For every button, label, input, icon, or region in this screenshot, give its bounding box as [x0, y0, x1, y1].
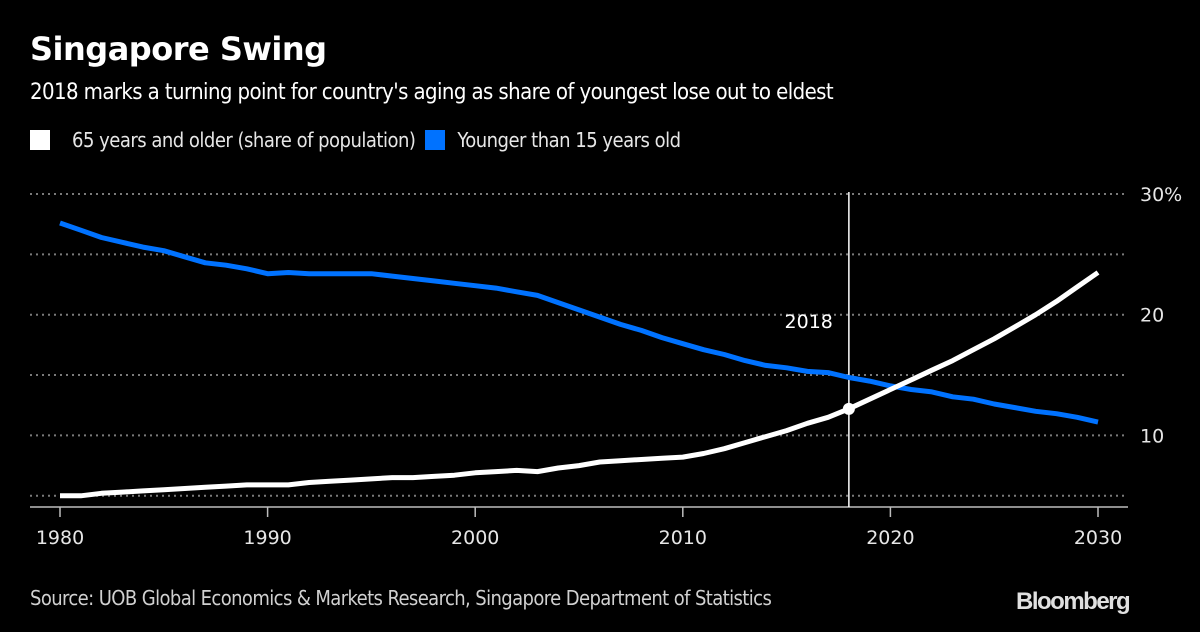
- source-note: Source: UOB Global Economics & Markets R…: [30, 586, 772, 610]
- chart-title: Singapore Swing: [30, 30, 327, 68]
- x-tick-label: 1980: [36, 527, 84, 549]
- legend-item-under-15: Younger than 15 years old: [425, 128, 681, 152]
- x-axis: 1980 1990 2000 2010 2020 2030: [30, 506, 1128, 549]
- gridlines: [30, 193, 1128, 497]
- series-line-under-15: [59, 220, 1099, 425]
- x-tick-label: 2020: [866, 527, 914, 549]
- legend-swatch-white: [30, 130, 50, 150]
- chart-subtitle: 2018 marks a turning point for country's…: [30, 80, 834, 105]
- x-tick-label: 2030: [1074, 527, 1122, 549]
- y-tick-label: 30%: [1140, 184, 1182, 206]
- x-tick-label: 1990: [243, 527, 291, 549]
- x-tick-label: 2000: [451, 527, 499, 549]
- x-tick-label: 2010: [659, 527, 707, 549]
- legend: 65 years and older (share of population)…: [30, 128, 691, 152]
- annotation-label-2018: 2018: [785, 311, 833, 333]
- legend-label: Younger than 15 years old: [457, 128, 681, 152]
- y-axis-labels: 10 20 30%: [1140, 184, 1182, 447]
- legend-label: 65 years and older (share of population): [72, 128, 416, 152]
- series-lines: [59, 220, 1100, 499]
- annotation: 2018: [785, 192, 850, 507]
- series-line-65-and-older: [60, 270, 1100, 499]
- marker-2018: [842, 402, 855, 415]
- legend-item-65-and-older: 65 years and older (share of population): [30, 128, 416, 152]
- bloomberg-logo: Bloomberg: [1016, 588, 1131, 615]
- markers: [842, 402, 855, 415]
- y-tick-label: 10: [1140, 425, 1164, 447]
- legend-swatch-blue: [425, 130, 446, 150]
- y-tick-label: 20: [1140, 305, 1164, 327]
